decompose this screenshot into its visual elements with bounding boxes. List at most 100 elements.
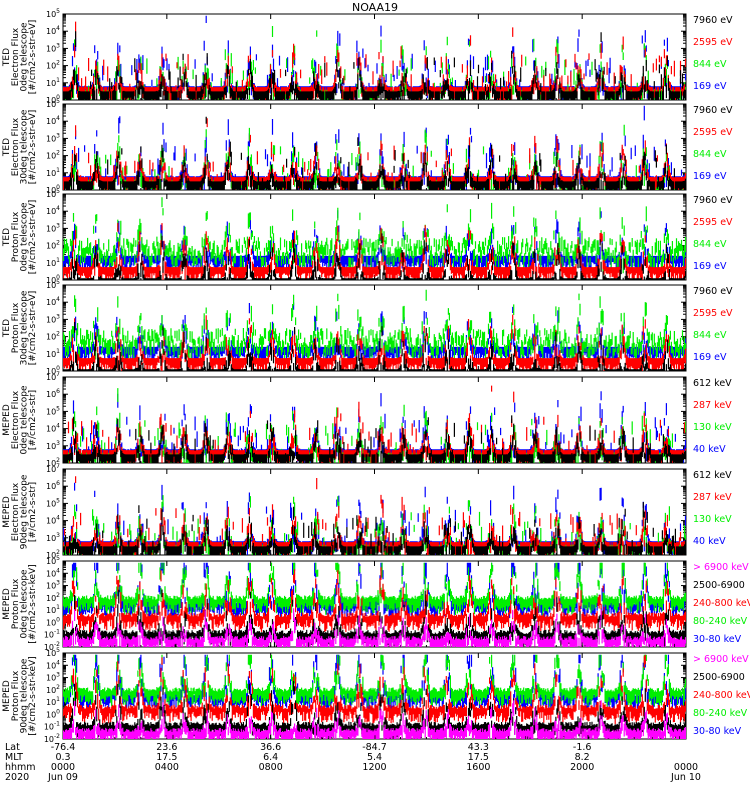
y-tick-label: 105: [46, 555, 60, 566]
y-axis-label-line: Electron Flux: [11, 390, 21, 449]
y-axis-label-line: 0deg telescope: [19, 22, 29, 92]
y-tick-label: 102: [46, 60, 60, 71]
y-axis-label-line: MEPED: [2, 496, 12, 528]
x-tick-mlt: 17.5: [468, 752, 489, 763]
y-tick-label: 105: [46, 279, 60, 290]
legend-entry: 30-80 keV: [693, 634, 742, 645]
y-axis-label-line: TED: [2, 228, 12, 247]
traces: [63, 289, 686, 371]
legend-entry: 169 eV: [693, 171, 727, 182]
x-row-label: 2020: [5, 772, 29, 783]
series-trace: [63, 654, 686, 708]
y-axis-label-line: [#/cm2-s-str-eV]: [28, 20, 38, 95]
y-tick-label: 103: [46, 132, 60, 143]
y-tick-label: 102: [46, 150, 60, 161]
series-trace: [63, 476, 686, 555]
y-tick-label: 104: [46, 296, 60, 307]
y-axis-label-line: [#/cm2-s-str]: [28, 482, 38, 542]
y-tick-label: 10-2: [44, 733, 60, 744]
x-tick-hhmm: 1600: [466, 762, 490, 773]
y-tick-label: 104: [46, 659, 60, 670]
y-tick-label: 102: [46, 549, 60, 560]
series-trace: [63, 608, 686, 647]
y-axis-label-line: Proton Flux: [11, 670, 21, 721]
series-trace: [63, 562, 686, 616]
legend-entry: > 6900 keV: [693, 654, 749, 665]
y-axis-label-line: [#/cm2-s-str-keV]: [28, 656, 38, 735]
traces: [63, 105, 686, 190]
y-tick-label: 104: [46, 25, 60, 36]
panel-1: 100 101 102 103 104 105 TEDElectron Flux0deg t…: [2, 8, 733, 105]
y-tick-label: 10-1: [44, 629, 60, 640]
y-tick-label: 101: [46, 696, 60, 707]
legend-entry: 844 eV: [693, 330, 727, 341]
y-tick-label: 104: [46, 205, 60, 216]
x-tick-hhmm: 0400: [155, 762, 179, 773]
panel-6: 102 103 104 105 106 107 MEPEDElectron Flux90de…: [2, 463, 732, 560]
y-tick-label: 103: [46, 42, 60, 53]
y-tick-label: 105: [46, 647, 60, 658]
y-axis-label: MEPEDElectron Flux90deg telescope[#/cm2-…: [2, 474, 38, 549]
x-tick-lat: 36.6: [260, 742, 281, 753]
x-tick-mlt: 8.2: [575, 752, 590, 763]
y-axis-label-line: TED: [2, 138, 12, 157]
legend-entry: 30-80 keV: [693, 726, 742, 737]
x-tick-hhmm: 2000: [570, 762, 594, 773]
panel-5: 102 103 104 105 106 107 MEPEDElectron Flux0deg…: [2, 371, 732, 468]
series-trace: [63, 322, 686, 371]
y-tick-label: 105: [46, 188, 60, 199]
y-axis-label-line: 90deg telescope: [19, 474, 29, 549]
y-axis-label-line: 30deg telescope: [19, 109, 29, 184]
y-axis-label: TEDElectron Flux30deg telescope[#/cm2-s-…: [2, 109, 38, 184]
y-axis-label-line: Proton Flux: [11, 211, 21, 262]
series-trace: [63, 700, 686, 739]
legend-entry: 40 keV: [693, 536, 726, 547]
series-trace: [63, 289, 686, 365]
y-axis-label-line: Proton Flux: [11, 578, 21, 629]
series-trace: [63, 654, 686, 712]
legend-entry: 844 eV: [693, 239, 727, 250]
legend-entry: 240-800 keV: [693, 598, 750, 609]
traces: [63, 197, 686, 280]
y-tick-label: 104: [46, 567, 60, 578]
x-tick-lat: 23.6: [156, 742, 177, 753]
y-axis-label: TEDProton Flux30deg telescope[#/cm2-s-st…: [2, 290, 38, 365]
y-tick-label: 104: [46, 515, 60, 526]
y-tick-label: 107: [46, 463, 60, 474]
y-axis-label-line: [#/cm2-s-str-eV]: [28, 110, 38, 185]
y-tick-label: 105: [46, 98, 60, 109]
series-trace: [63, 116, 686, 190]
y-tick-label: 105: [46, 8, 60, 19]
x-tick-lat: -84.7: [362, 742, 387, 753]
legend-entry: 169 eV: [693, 352, 727, 363]
y-axis-label: MEPEDProton Flux0deg telescope[#/cm2-s-s…: [2, 564, 38, 643]
y-tick-label: 101: [46, 77, 60, 88]
y-tick-label: 102: [46, 240, 60, 251]
y-axis-label-line: Electron Flux: [11, 482, 21, 541]
panel-4: 100 101 102 103 104 105 TEDProton Flux30deg te…: [2, 279, 733, 376]
legend-entry: 2595 eV: [693, 217, 733, 228]
y-axis-label-line: MEPED: [2, 588, 12, 620]
x-tick-lat: 43.3: [468, 742, 489, 753]
y-tick-label: 103: [46, 672, 60, 683]
series-trace: [63, 415, 686, 463]
y-axis-label-line: Proton Flux: [11, 302, 21, 353]
y-tick-label: 103: [46, 222, 60, 233]
x-tick-hhmm: 1200: [362, 762, 386, 773]
x-tick-date: Jun 09: [47, 772, 78, 783]
y-axis-label-line: Electron Flux: [11, 27, 21, 86]
legend-entry: 844 eV: [693, 59, 727, 70]
y-tick-label: 104: [46, 423, 60, 434]
y-tick-label: 100: [46, 365, 60, 376]
y-tick-label: 103: [46, 313, 60, 324]
y-axis-label-line: TED: [2, 319, 12, 338]
y-tick-label: 101: [46, 257, 60, 268]
y-tick-label: 101: [46, 167, 60, 178]
y-tick-label: 106: [46, 388, 60, 399]
x-tick-mlt: 6.4: [263, 752, 278, 763]
legend-entry: 2500-6900: [693, 672, 745, 683]
legend-entry: 240-800 keV: [693, 690, 750, 701]
x-tick-date: Jun 10: [670, 772, 701, 783]
y-tick-label: 100: [46, 94, 60, 105]
